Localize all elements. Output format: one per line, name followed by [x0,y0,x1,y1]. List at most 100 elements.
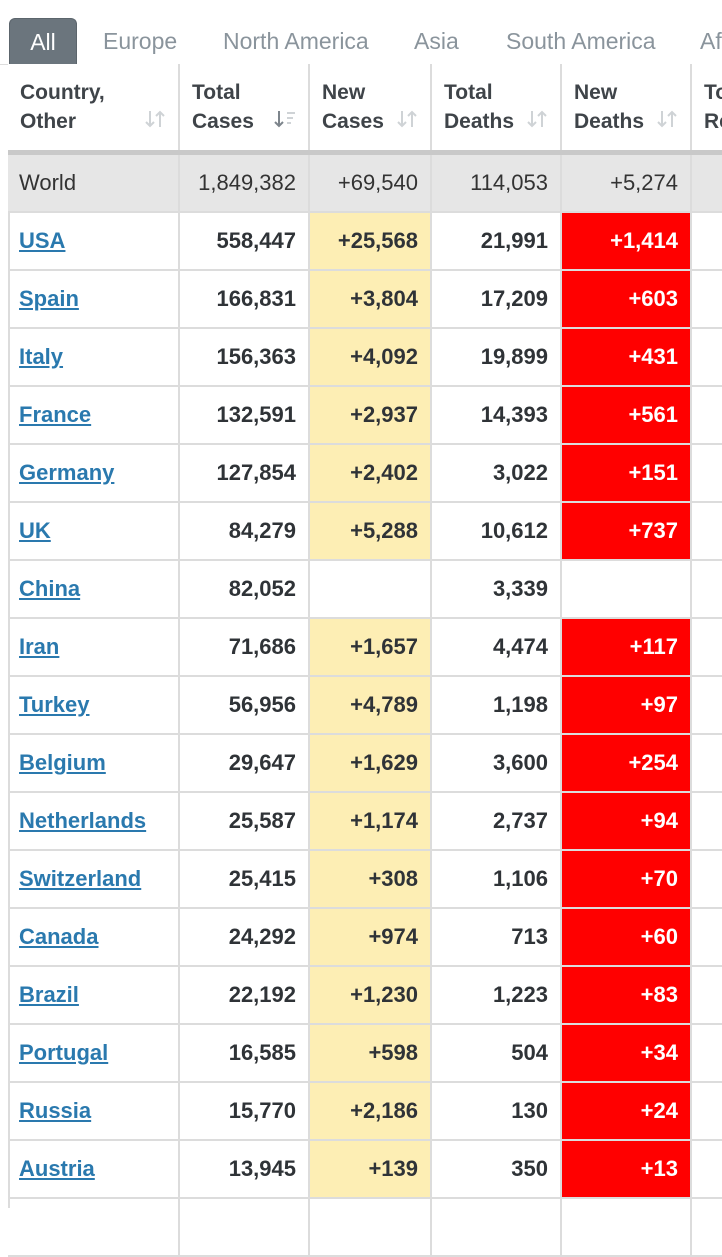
sort-icon[interactable] [526,108,548,130]
tab-north-america[interactable]: North America [223,28,369,54]
table-left-border [8,64,10,1208]
country-link[interactable]: Portugal [19,1040,109,1065]
new-deaths-cell: +13 [562,1141,692,1199]
country-link[interactable]: Italy [19,344,64,369]
country-link[interactable]: Canada [19,924,99,949]
sort-icon[interactable] [396,108,418,130]
country-cell: UK [8,503,180,561]
country-cell: Portugal [8,1025,180,1083]
sort-icon[interactable] [144,108,166,130]
country-link[interactable]: Iran [19,634,60,659]
country-link[interactable]: Germany [19,460,115,485]
country-cell: Iran [8,619,180,677]
country-cell: Brazil [8,967,180,1025]
column-header-country[interactable]: Country, Other [8,64,180,152]
new-deaths-cell: +94 [562,793,692,851]
tab-africa[interactable]: Af [700,28,722,54]
new-deaths-cell: +561 [562,387,692,445]
tab-europe[interactable]: Europe [103,28,178,54]
country-cell: Austria [8,1141,180,1199]
country-link[interactable]: Russia [19,1098,92,1123]
total-deaths-cell: 713 [432,909,562,967]
country-link[interactable]: Spain [19,286,79,311]
total-recovered-cell [692,561,722,619]
country-link[interactable]: Netherlands [19,808,147,833]
total-deaths-cell: 14,393 [432,387,562,445]
header-line: To [704,81,722,104]
country-cell: Belgium [8,735,180,793]
total-cases-cell: 56,956 [180,677,310,735]
country-link[interactable]: China [19,576,81,601]
tab-asia[interactable]: Asia [414,28,459,54]
header-line: New [322,81,366,104]
tab-south-america[interactable]: South America [506,28,656,54]
new-deaths-cell: +60 [562,909,692,967]
sort-desc-icon[interactable] [274,108,296,130]
country-cell: Spain [8,271,180,329]
total-cases-cell: 558,447 [180,213,310,271]
total-cases-cell: 132,591 [180,387,310,445]
new-deaths-cell: +603 [562,271,692,329]
country-link[interactable]: USA [19,228,66,253]
column-header-total-cases[interactable]: Total Cases [180,64,310,152]
new-cases-cell: +598 [310,1025,432,1083]
new-cases-cell: +139 [310,1141,432,1199]
total-recovered-cell [692,619,722,677]
country-cell: Switzerland [8,851,180,909]
total-cases-cell: 16,585 [180,1025,310,1083]
total-deaths-cell: 4,474 [432,619,562,677]
header-line: Deaths [574,110,645,133]
total-deaths-cell: 350 [432,1141,562,1199]
world-new-cases: +69,540 [310,155,432,213]
country-link[interactable]: Belgium [19,750,106,775]
column-header-new-deaths[interactable]: New Deaths [562,64,692,152]
new-cases-cell: +3,804 [310,271,432,329]
new-deaths-cell: +70 [562,851,692,909]
new-deaths-cell: +117 [562,619,692,677]
sort-icon[interactable] [656,108,678,130]
new-deaths-cell: +97 [562,677,692,735]
world-total-recovered [692,155,722,213]
total-cases-cell: 82,052 [180,561,310,619]
header-line: Total [192,81,241,104]
header-separator [8,150,722,155]
country-link[interactable]: Brazil [19,982,79,1007]
country-cell: USA [8,213,180,271]
new-deaths-cell: +151 [562,445,692,503]
column-header-total-deaths[interactable]: Total Deaths [432,64,562,152]
world-new-deaths: +5,274 [562,155,692,213]
header-line: Other [20,110,77,133]
country-link[interactable]: UK [19,518,51,543]
new-cases-cell: +4,092 [310,329,432,387]
total-recovered-cell [692,1083,722,1141]
country-link[interactable]: France [19,402,92,427]
country-link[interactable]: Switzerland [19,866,142,891]
new-deaths-cell: +83 [562,967,692,1025]
header-line: Cases [192,110,254,133]
new-deaths-cell: +431 [562,329,692,387]
new-cases-cell: +1,629 [310,735,432,793]
new-deaths-cell: +254 [562,735,692,793]
country-cell: Netherlands [8,793,180,851]
new-cases-cell: +2,186 [310,1083,432,1141]
country-cell: Canada [8,909,180,967]
total-deaths-cell: 3,022 [432,445,562,503]
total-deaths-cell: 504 [432,1025,562,1083]
country-cell: Italy [8,329,180,387]
total-deaths-cell: 2,737 [432,793,562,851]
total-cases-cell: 84,279 [180,503,310,561]
new-deaths-cell [562,561,692,619]
total-recovered-cell [692,793,722,851]
total-deaths-cell: 3,339 [432,561,562,619]
column-header-new-cases[interactable]: New Cases [310,64,432,152]
country-link[interactable]: Turkey [19,692,90,717]
total-cases-cell: 166,831 [180,271,310,329]
total-recovered-cell [692,503,722,561]
tab-all[interactable]: All [9,18,77,64]
total-recovered-cell [692,213,722,271]
total-deaths-cell: 21,991 [432,213,562,271]
country-link[interactable]: Austria [19,1156,95,1181]
column-header-total-recovered[interactable]: To Re [692,64,722,152]
header-line: Deaths [444,110,515,133]
new-cases-cell: +1,230 [310,967,432,1025]
